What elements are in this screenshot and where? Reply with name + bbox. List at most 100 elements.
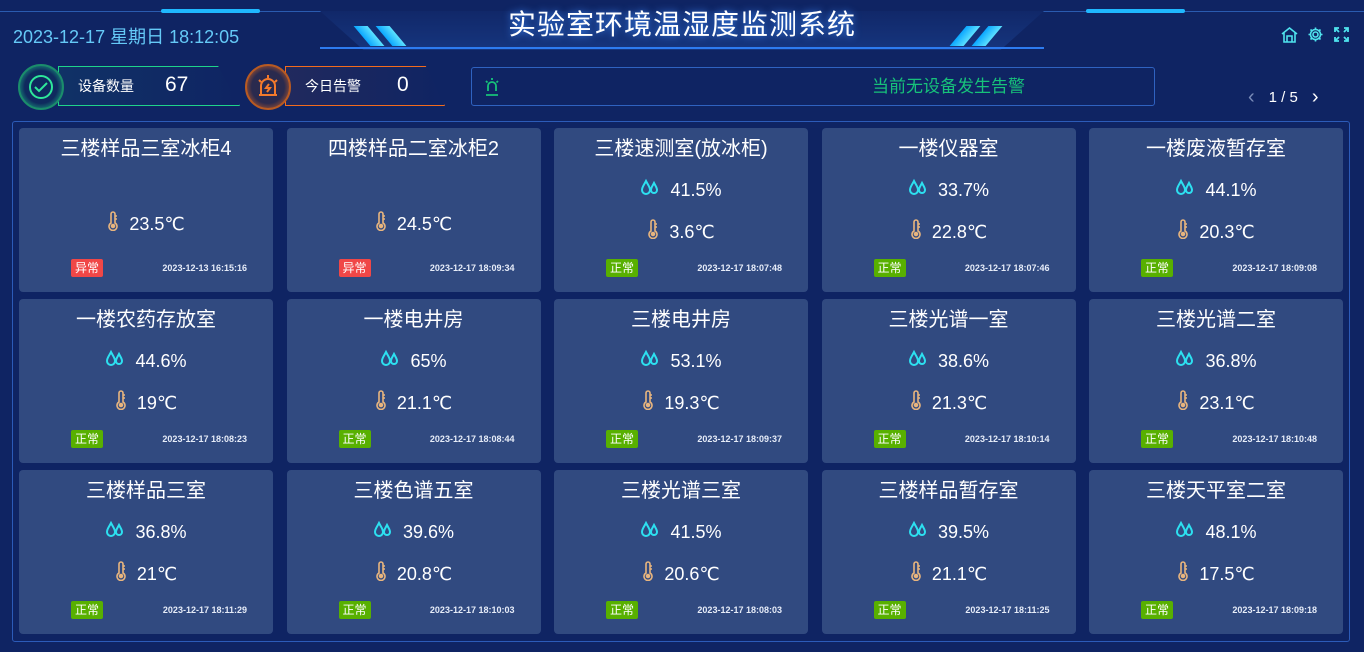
humidity-reading: 33.7% — [822, 178, 1076, 201]
header-glow — [161, 9, 260, 13]
device-card[interactable]: 一楼电井房 65% 21.1℃ 正常 2023-12-17 18:08:44 — [286, 299, 541, 463]
humidity-icon — [908, 178, 928, 201]
device-card[interactable]: 三楼样品暂存室 39.5% 21.1℃ 正常 2023-12-17 18:11:25 — [821, 470, 1076, 634]
alarm-light-icon — [245, 64, 291, 110]
device-name: 三楼电井房 — [631, 309, 731, 331]
device-card[interactable]: 一楼农药存放室 44.6% 19℃ 正常 2023-12-17 18:08:23 — [19, 299, 273, 463]
device-card[interactable]: 一楼废液暂存室 44.1% 20.3℃ 正常 2023-12-17 18:09:08 — [1089, 128, 1343, 292]
update-time: 2023-12-17 18:08:44 — [429, 434, 515, 444]
temperature-reading: 19.3℃ — [554, 390, 808, 415]
device-card[interactable]: 三楼光谱一室 38.6% 21.3℃ 正常 2023-12-17 18:10:14 — [821, 299, 1076, 463]
thermometer-icon — [375, 390, 387, 415]
device-name: 四楼样品二室冰柜2 — [327, 138, 500, 160]
thermometer-icon — [1177, 561, 1189, 586]
humidity-icon — [373, 520, 393, 543]
temperature-value: 21.3℃ — [931, 392, 988, 413]
device-card[interactable]: 三楼色谱五室 39.6% 20.8℃ 正常 2023-12-17 18:10:03 — [286, 470, 541, 634]
temperature-reading: 21.1℃ — [287, 390, 541, 415]
humidity-icon — [1175, 349, 1195, 372]
update-time: 2023-12-17 18:08:23 — [162, 434, 247, 444]
header-banner — [320, 11, 1044, 50]
datetime: 2023-12-17 星期日 18:12:05 — [13, 27, 240, 47]
humidity-reading: 53.1% — [554, 349, 808, 372]
device-name: 一楼电井房 — [363, 309, 464, 331]
device-name: 三楼光谱三室 — [621, 480, 741, 502]
humidity-icon — [640, 178, 660, 201]
humidity-icon — [380, 349, 400, 372]
device-card[interactable]: 一楼仪器室 33.7% 22.8℃ 正常 2023-12-17 18:07:46 — [821, 128, 1076, 292]
device-card[interactable]: 三楼光谱三室 41.5% 20.6℃ 正常 2023-12-17 18:08:03 — [554, 470, 808, 634]
status-badge: 正常 — [873, 430, 906, 448]
device-card[interactable]: 三楼速测室(放冰柜) 41.5% 3.6℃ 正常 2023-12-17 18:07:48 — [554, 128, 808, 292]
temperature-value: 21.1℃ — [396, 392, 453, 413]
humidity-icon — [105, 520, 125, 543]
device-name: 三楼天平室二室 — [1146, 480, 1286, 502]
status-badge: 正常 — [606, 601, 639, 619]
temperature-reading: 3.6℃ — [554, 219, 808, 244]
fullscreen-icon[interactable] — [1333, 26, 1350, 43]
humidity-reading: 36.8% — [19, 520, 273, 543]
update-time: 2023-12-17 18:07:46 — [964, 263, 1050, 273]
humidity-value: 36.8% — [135, 521, 187, 542]
header-glow — [1086, 9, 1185, 13]
update-time: 2023-12-17 18:11:29 — [162, 605, 247, 615]
temperature-value: 20.6℃ — [664, 563, 720, 584]
humidity-icon — [908, 520, 928, 543]
prev-page-button[interactable]: ‹ — [1248, 86, 1255, 108]
device-card[interactable]: 四楼样品二室冰柜2 24.5℃ 异常 2023-12-17 18:09:34 — [286, 128, 541, 292]
humidity-value: 39.5% — [937, 521, 990, 542]
temperature-reading: 21℃ — [19, 561, 273, 586]
update-time: 2023-12-17 18:09:08 — [1232, 263, 1317, 273]
page-title: 实验室环境温湿度监测系统 — [507, 9, 856, 40]
next-page-button[interactable]: › — [1311, 86, 1319, 108]
status-badge: 正常 — [1141, 601, 1174, 619]
device-card[interactable]: 三楼样品三室 36.8% 21℃ 正常 2023-12-17 18:11:29 — [19, 470, 273, 634]
humidity-reading: 38.6% — [822, 349, 1076, 372]
home-icon[interactable] — [1281, 26, 1298, 43]
device-name: 三楼光谱一室 — [888, 309, 1009, 331]
temperature-value: 20.8℃ — [396, 563, 453, 584]
stat-label: 今日告警 — [305, 78, 361, 94]
update-time: 2023-12-17 18:07:48 — [697, 263, 782, 273]
temperature-reading: 23.5℃ — [19, 211, 273, 236]
status-badge: 正常 — [338, 430, 371, 448]
device-name: 一楼废液暂存室 — [1146, 138, 1286, 160]
status-badge: 正常 — [873, 601, 906, 619]
page-indicator: 1 / 5 — [1268, 89, 1298, 106]
humidity-reading: 36.8% — [1089, 349, 1343, 372]
update-time: 2023-12-17 18:09:34 — [429, 263, 515, 273]
status-badge: 正常 — [606, 259, 639, 277]
status-badge: 正常 — [71, 601, 104, 619]
gear-icon[interactable] — [1307, 26, 1324, 43]
humidity-reading: 41.5% — [554, 520, 808, 543]
status-badge: 异常 — [338, 259, 371, 277]
device-card[interactable]: 三楼样品三室冰柜4 23.5℃ 异常 2023-12-13 16:15:16 — [19, 128, 273, 292]
device-name: 一楼仪器室 — [898, 138, 999, 160]
header-actions — [1281, 26, 1350, 43]
device-card[interactable]: 三楼光谱二室 36.8% 23.1℃ 正常 2023-12-17 18:10:48 — [1089, 299, 1343, 463]
device-card[interactable]: 三楼天平室二室 48.1% 17.5℃ 正常 2023-12-17 18:09:18 — [1089, 470, 1343, 634]
status-badge: 正常 — [1141, 430, 1174, 448]
pagination: ‹ 1 / 5 › — [1248, 86, 1319, 109]
humidity-value: 53.1% — [670, 350, 722, 371]
device-card[interactable]: 三楼电井房 53.1% 19.3℃ 正常 2023-12-17 18:09:37 — [554, 299, 808, 463]
thermometer-icon — [107, 211, 119, 236]
temperature-value: 19℃ — [136, 392, 178, 413]
humidity-icon — [1175, 178, 1195, 201]
thermometer-icon — [1177, 390, 1189, 415]
temperature-reading: 17.5℃ — [1089, 561, 1343, 586]
update-time: 2023-12-17 18:09:37 — [697, 434, 782, 444]
device-name: 三楼样品暂存室 — [878, 480, 1019, 502]
thermometer-icon — [115, 561, 127, 586]
alarm-banner: 当前无设备发生告警 — [471, 67, 1155, 106]
temperature-value: 20.3℃ — [1199, 221, 1255, 242]
update-time: 2023-12-17 18:09:18 — [1232, 605, 1317, 615]
update-time: 2023-12-17 18:10:14 — [964, 434, 1050, 444]
thermometer-icon — [647, 219, 659, 244]
temperature-value: 21℃ — [136, 563, 178, 584]
humidity-icon — [1175, 520, 1195, 543]
device-name: 三楼速测室(放冰柜) — [594, 138, 768, 160]
update-time: 2023-12-13 16:15:16 — [162, 263, 247, 273]
temperature-reading: 23.1℃ — [1089, 390, 1343, 415]
humidity-value: 39.6% — [402, 521, 455, 542]
